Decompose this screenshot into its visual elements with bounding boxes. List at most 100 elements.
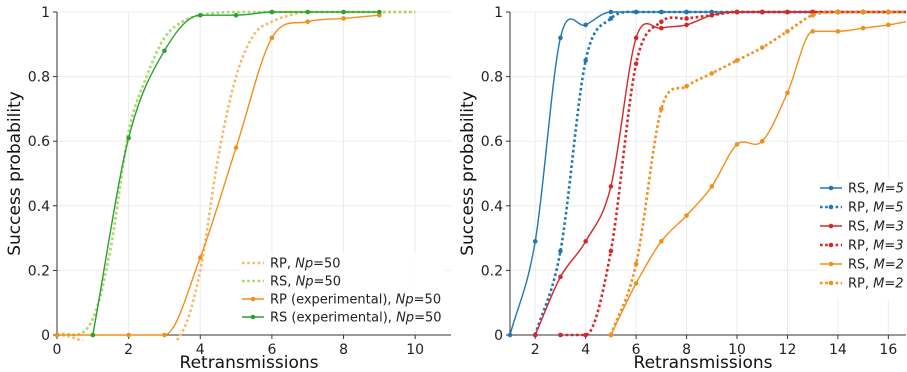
legend-label: RS, M=5 [848,182,904,197]
data-point [608,184,614,189]
data-point [734,142,740,147]
data-point [633,9,639,15]
x-axis-title: Retransmissions [180,353,319,372]
data-point [785,90,790,96]
data-point [583,58,588,63]
data-point [835,29,841,34]
x-tick-label: 0 [53,342,62,358]
legend-label: RP, Np=50 [270,257,341,272]
data-point [860,9,866,15]
legend-label: RS, M=3 [848,220,904,235]
data-point [709,12,715,18]
y-tick-label: 0 [41,328,50,344]
y-tick-label: 0.8 [481,70,503,86]
data-point [734,58,740,63]
y-tick-label: 0.6 [481,134,503,150]
data-point [233,12,239,18]
data-point [162,332,167,338]
data-point [608,16,614,21]
data-point [684,16,689,21]
y-axis-title: Success probability [5,91,25,256]
data-point [633,281,639,286]
y-tick-label: 0.6 [28,134,50,150]
data-point [633,61,639,66]
data-point [126,332,131,338]
x-tick-label: 4 [581,342,590,358]
data-point [810,12,815,18]
legend-label: RP, M=5 [848,201,904,216]
data-point [759,9,765,15]
x-tick-label: 16 [879,342,897,358]
series-line-3 [57,14,380,336]
series-line-4 [92,11,380,336]
legend-label: RS (experimental), Np=50 [270,311,442,326]
data-point [785,29,790,34]
legend-label: RP, M=2 [848,277,904,292]
data-point [684,9,689,15]
data-point [377,12,382,18]
legend-swatch-marker [828,261,834,267]
data-point [305,9,311,15]
y-tick-label: 0.2 [481,263,503,279]
data-point [886,22,891,28]
data-point [709,71,715,76]
data-point [162,48,167,54]
legend-label: RP, M=3 [848,239,904,254]
data-point [269,9,275,15]
data-point [659,19,664,24]
data-point [608,248,614,254]
data-point [659,239,664,244]
x-tick-label: 12 [779,342,797,358]
legend-swatch-marker [828,242,834,248]
legend-swatch-marker [828,280,834,286]
data-point [810,29,815,34]
data-point [886,9,891,15]
data-point [659,106,664,112]
y-tick-label: 0.4 [481,199,503,215]
x-tick-label: 10 [406,342,424,358]
data-point [558,35,563,41]
data-point [684,83,689,89]
data-point [835,9,841,15]
data-point [558,248,563,254]
data-point [233,145,239,150]
data-point [633,261,639,267]
data-point [377,9,382,15]
data-point [659,9,664,15]
x-axis-title: Retransmissions [634,353,773,372]
data-point [507,332,513,338]
data-point [305,19,311,24]
data-point [734,9,740,15]
data-point [608,9,614,15]
data-point [197,255,203,260]
data-point [341,9,346,15]
data-point [608,332,614,338]
data-point [633,35,639,41]
x-tick-label: 14 [829,342,847,358]
data-point [126,135,131,141]
data-point [810,9,815,15]
x-tick-label: 6 [267,342,276,358]
legend-box [240,253,445,331]
x-tick-label: 4 [196,342,205,358]
data-point [558,332,563,338]
data-point [785,9,790,15]
data-point [532,239,538,244]
legend-swatch-marker [250,314,256,320]
y-tick-label: 0.4 [28,199,50,215]
x-tick-label: 10 [728,342,746,358]
data-point [659,25,664,31]
legend-label: RS, Np=50 [270,275,341,290]
legend-label: RS, M=2 [848,258,904,273]
legend: RP, Np=50 RS, Np=50 RP (experimental), Np=… [240,253,445,331]
data-point [583,332,588,338]
legend-swatch-marker [250,296,256,302]
data-point [583,22,588,28]
data-point [90,332,96,338]
data-point [532,332,538,338]
data-point [54,332,60,338]
data-point [684,213,689,218]
y-tick-label: 1 [41,5,50,21]
legend-box [818,178,906,300]
chart-panel-2: 2 4 6 8 10 12 14 16 0 0.2 0.4 0.6 0.8 1 Retransmission… [458,5,906,372]
